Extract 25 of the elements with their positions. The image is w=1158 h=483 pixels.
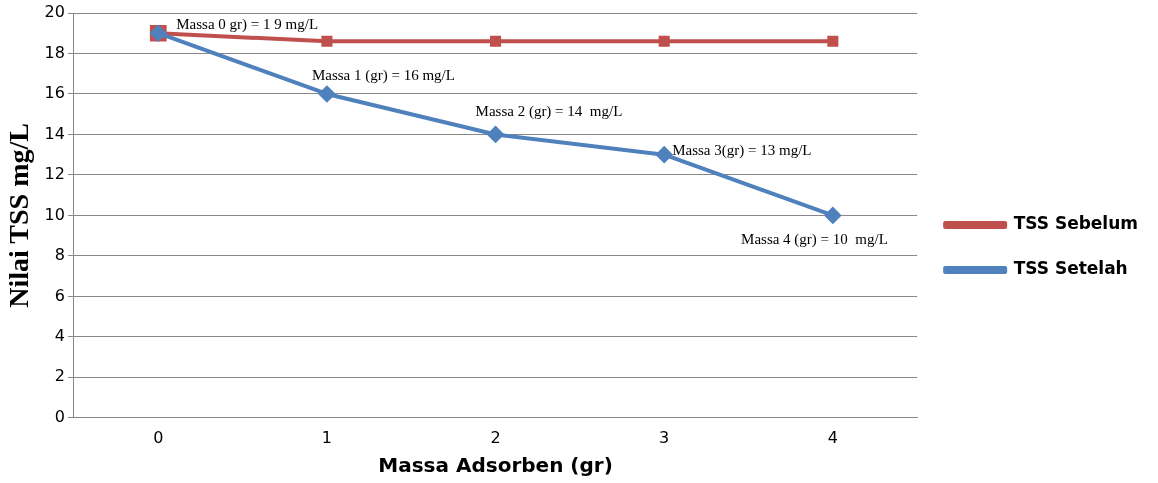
annotation: Massa 1 (gr) = 16 mg/L	[311, 66, 455, 84]
y-tick-label: 18	[44, 42, 65, 62]
x-tick-label: 1	[321, 427, 333, 447]
y-tick-label: 20	[44, 2, 65, 22]
y-tick-label: 2	[54, 366, 65, 386]
y-tick-label: 6	[54, 285, 65, 305]
annotation: Massa 4 (gr) = 10 mg/L	[741, 231, 888, 249]
y-tick-label: 0	[54, 406, 65, 426]
annotation: Massa 2 (gr) = 14 mg/L	[475, 103, 623, 121]
legend-label: TSS Sebelum	[1013, 213, 1139, 234]
x-axis-title: Massa Adsorben (gr)	[378, 453, 613, 478]
x-tick-label: 3	[659, 427, 670, 447]
y-axis-title: Nilai TSS mg/L	[3, 123, 35, 308]
x-tick-label: 0	[153, 427, 164, 447]
y-tick-label: 8	[54, 245, 65, 265]
annotation: Massa 0 gr) = 1 9 mg/L	[176, 16, 319, 34]
y-tick-label: 12	[44, 164, 65, 184]
y-tick-label: 4	[54, 326, 65, 345]
x-tick-label: 2	[490, 427, 501, 447]
y-tick-label: 16	[44, 83, 65, 103]
x-tick-label: 4	[827, 427, 838, 447]
legend-label: TSS Setelah	[1013, 258, 1128, 279]
annotation: Massa 3(gr) = 13 mg/L	[672, 141, 812, 159]
y-tick-label: 10	[44, 204, 65, 224]
y-tick-label: 14	[44, 123, 65, 143]
